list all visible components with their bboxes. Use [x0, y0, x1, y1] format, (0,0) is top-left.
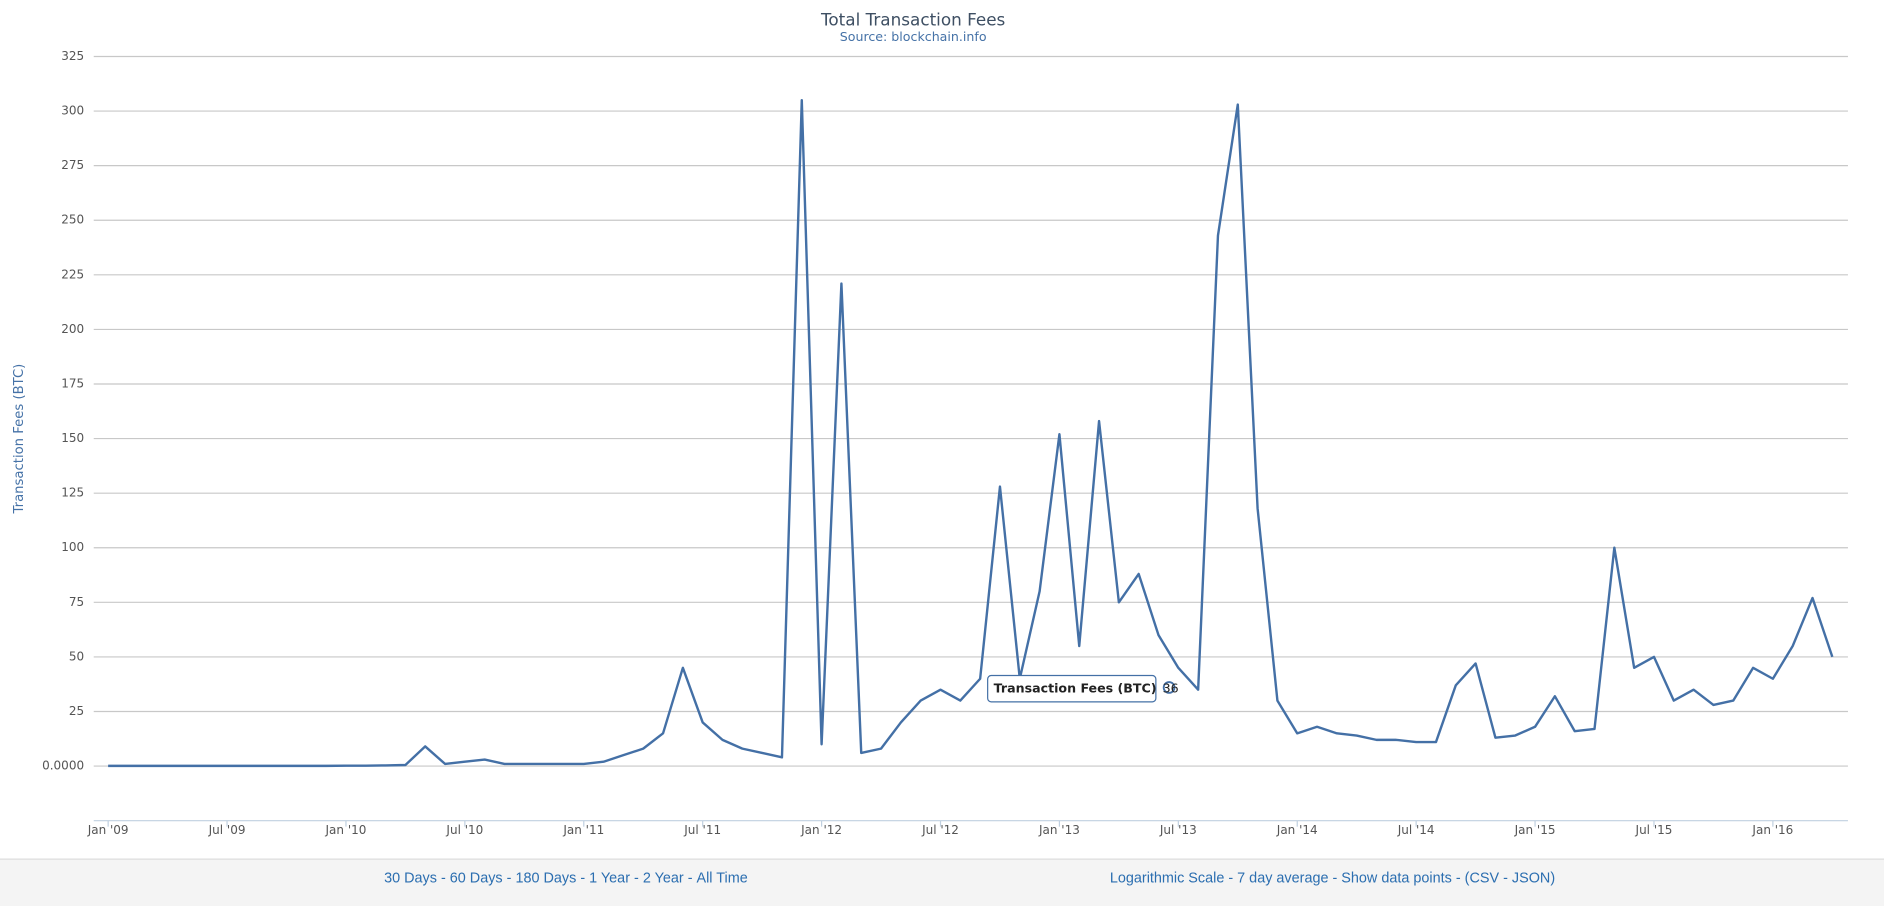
link[interactable]: 2 Year — [643, 870, 684, 886]
separator: - — [1452, 870, 1465, 886]
separator: - — [576, 870, 589, 886]
y-tick-label: 100 — [61, 540, 84, 554]
y-tick-label: 225 — [61, 267, 84, 281]
separator: - — [684, 870, 697, 886]
x-tick-label: Jan '09 — [87, 823, 129, 837]
x-tick-label: Jan '11 — [562, 823, 604, 837]
x-tick-label: Jul '10 — [445, 823, 483, 837]
option-links: Logarithmic Scale - 7 day average - Show… — [1110, 870, 1555, 886]
link[interactable]: 1 Year — [589, 870, 630, 886]
y-tick-label: 150 — [61, 431, 84, 445]
paren: ) — [1550, 870, 1555, 886]
y-tick-label: 300 — [61, 104, 84, 118]
data-line — [108, 98, 1834, 768]
footer-bar — [0, 859, 1884, 906]
x-tick-label: Jan '13 — [1038, 823, 1080, 837]
tooltip-value: 36 — [1163, 680, 1179, 695]
y-axis-label: Transaction Fees (BTC) — [12, 364, 27, 515]
y-tick-label: 0.0000 — [42, 759, 84, 773]
paren: ( — [1465, 870, 1470, 886]
link[interactable]: CSV — [1469, 870, 1499, 886]
range-links: 30 Days - 60 Days - 180 Days - 1 Year - … — [384, 870, 748, 886]
separator: - — [437, 870, 450, 886]
x-tick-label: Jul '15 — [1635, 823, 1673, 837]
tooltip-box — [987, 674, 1157, 703]
separator: - — [630, 870, 643, 886]
y-tick-label: 175 — [61, 376, 84, 390]
x-tick-label: Jan '12 — [800, 823, 842, 837]
link[interactable]: 7 day average — [1237, 870, 1328, 886]
y-tick-label: 275 — [61, 158, 84, 172]
tooltip-text: Transaction Fees (BTC) 36 — [994, 680, 1179, 695]
x-tick-label: Jul '14 — [1397, 823, 1435, 837]
x-tick-label: Jul '09 — [208, 823, 246, 837]
y-tick-label: 200 — [61, 322, 84, 336]
separator: - — [1328, 870, 1341, 886]
tooltip-name: Transaction Fees (BTC) — [994, 680, 1157, 695]
link[interactable]: 60 Days — [450, 870, 503, 886]
link[interactable]: Show data points — [1341, 870, 1452, 886]
separator: - — [1499, 870, 1512, 886]
link[interactable]: All Time — [697, 870, 748, 886]
tooltip-marker — [1162, 681, 1176, 694]
link[interactable]: JSON — [1512, 870, 1550, 886]
link[interactable]: 30 Days — [384, 870, 437, 886]
y-tick-label: 250 — [61, 213, 84, 227]
y-tick-label: 125 — [61, 486, 84, 500]
x-tick-label: Jan '16 — [1751, 823, 1793, 837]
link[interactable]: Logarithmic Scale — [1110, 870, 1225, 886]
x-tick-label: Jul '12 — [921, 823, 959, 837]
y-tick-label: 25 — [69, 704, 84, 718]
x-tick-label: Jan '15 — [1514, 823, 1556, 837]
y-tick-label: 75 — [69, 595, 84, 609]
link[interactable]: 180 Days — [515, 870, 576, 886]
x-tick-label: Jan '14 — [1276, 823, 1318, 837]
x-tick-label: Jul '11 — [683, 823, 721, 837]
separator: - — [1224, 870, 1237, 886]
chart-subtitle: Source: blockchain.info — [840, 29, 987, 44]
chart-title: Total Transaction Fees — [820, 9, 1005, 29]
x-tick-label: Jul '13 — [1159, 823, 1197, 837]
separator: - — [503, 870, 516, 886]
y-tick-label: 325 — [61, 49, 84, 63]
y-tick-label: 50 — [69, 649, 84, 663]
x-tick-label: Jan '10 — [325, 823, 367, 837]
